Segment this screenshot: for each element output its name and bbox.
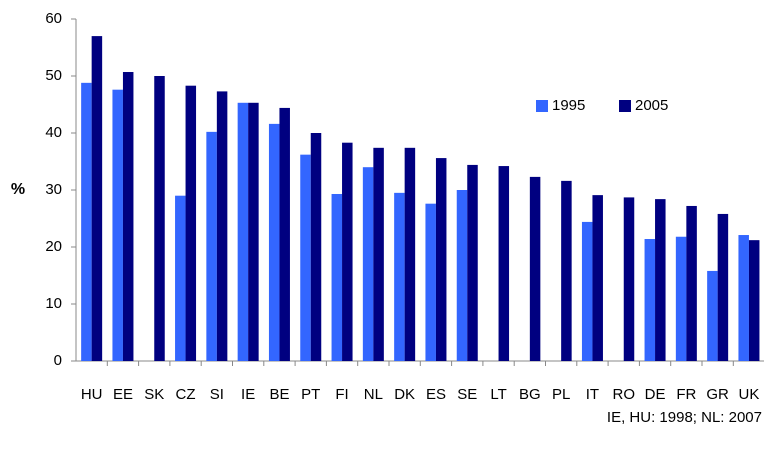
bar (206, 131, 217, 361)
x-tick-label: LT (490, 386, 506, 403)
legend-swatch (536, 100, 548, 112)
bar (362, 167, 374, 361)
x-tick-label: IE (241, 386, 255, 403)
legend-label: 2005 (635, 97, 668, 114)
bar (216, 91, 228, 361)
x-tick-label: EE (113, 386, 133, 403)
bar (300, 154, 311, 361)
x-tick-label: BE (269, 386, 289, 403)
x-tick-label: FI (335, 386, 348, 403)
bar (122, 72, 134, 361)
bar (707, 270, 718, 361)
x-tick-label: HU (81, 386, 103, 403)
x-tick-label: DE (645, 386, 666, 403)
bar (655, 199, 666, 361)
x-tick-label: CZ (176, 386, 196, 403)
bar (248, 102, 259, 361)
legend-label: 1995 (552, 97, 585, 114)
y-tick-label: 0 (54, 352, 62, 369)
bar (644, 239, 656, 361)
x-tick-label: GR (706, 386, 729, 403)
bar (81, 82, 92, 361)
bar (237, 102, 249, 361)
bar (310, 133, 322, 361)
bar (717, 213, 729, 361)
legend-swatch (619, 100, 631, 112)
y-axis-label: % (11, 181, 25, 198)
x-tick-label: NL (364, 386, 383, 403)
x-tick-label: PT (301, 386, 320, 403)
bar (185, 85, 197, 361)
x-tick-label: UK (739, 386, 760, 403)
bar (373, 147, 384, 361)
bar (748, 240, 760, 361)
bar (175, 195, 186, 361)
y-tick-label: 60 (45, 10, 62, 27)
bar (561, 180, 572, 361)
y-tick-label: 20 (45, 238, 62, 255)
y-tick-label: 50 (45, 67, 62, 84)
x-tick-label: FR (676, 386, 696, 403)
bar (686, 205, 697, 361)
bar (404, 147, 416, 361)
bar (738, 235, 749, 361)
bar (456, 190, 468, 361)
bar (675, 236, 687, 361)
x-tick-label: SI (210, 386, 224, 403)
bar (112, 89, 123, 362)
bar (154, 76, 165, 361)
x-tick-label: SK (144, 386, 164, 403)
y-tick-label: 40 (45, 124, 62, 141)
bar (425, 203, 436, 361)
bar (467, 164, 478, 361)
bar (529, 176, 541, 361)
bar (394, 192, 405, 361)
x-tick-label: ES (426, 386, 446, 403)
x-tick-label: IT (586, 386, 599, 403)
x-tick-label: SE (457, 386, 477, 403)
bar (91, 36, 103, 361)
y-tick-label: 30 (45, 181, 62, 198)
bar (623, 197, 635, 361)
x-tick-label: RO (613, 386, 636, 403)
bar (342, 142, 353, 361)
x-tick-label: PL (552, 386, 570, 403)
bar (268, 123, 280, 361)
bar (498, 166, 510, 361)
y-tick-label: 10 (45, 295, 62, 312)
x-tick-label: DK (394, 386, 415, 403)
bar (331, 193, 343, 361)
bar (592, 195, 603, 361)
bar (581, 221, 593, 361)
x-tick-label: BG (519, 386, 541, 403)
note: IE, HU: 1998; NL: 2007 (607, 409, 762, 426)
bar (279, 107, 290, 361)
bar (435, 158, 447, 361)
